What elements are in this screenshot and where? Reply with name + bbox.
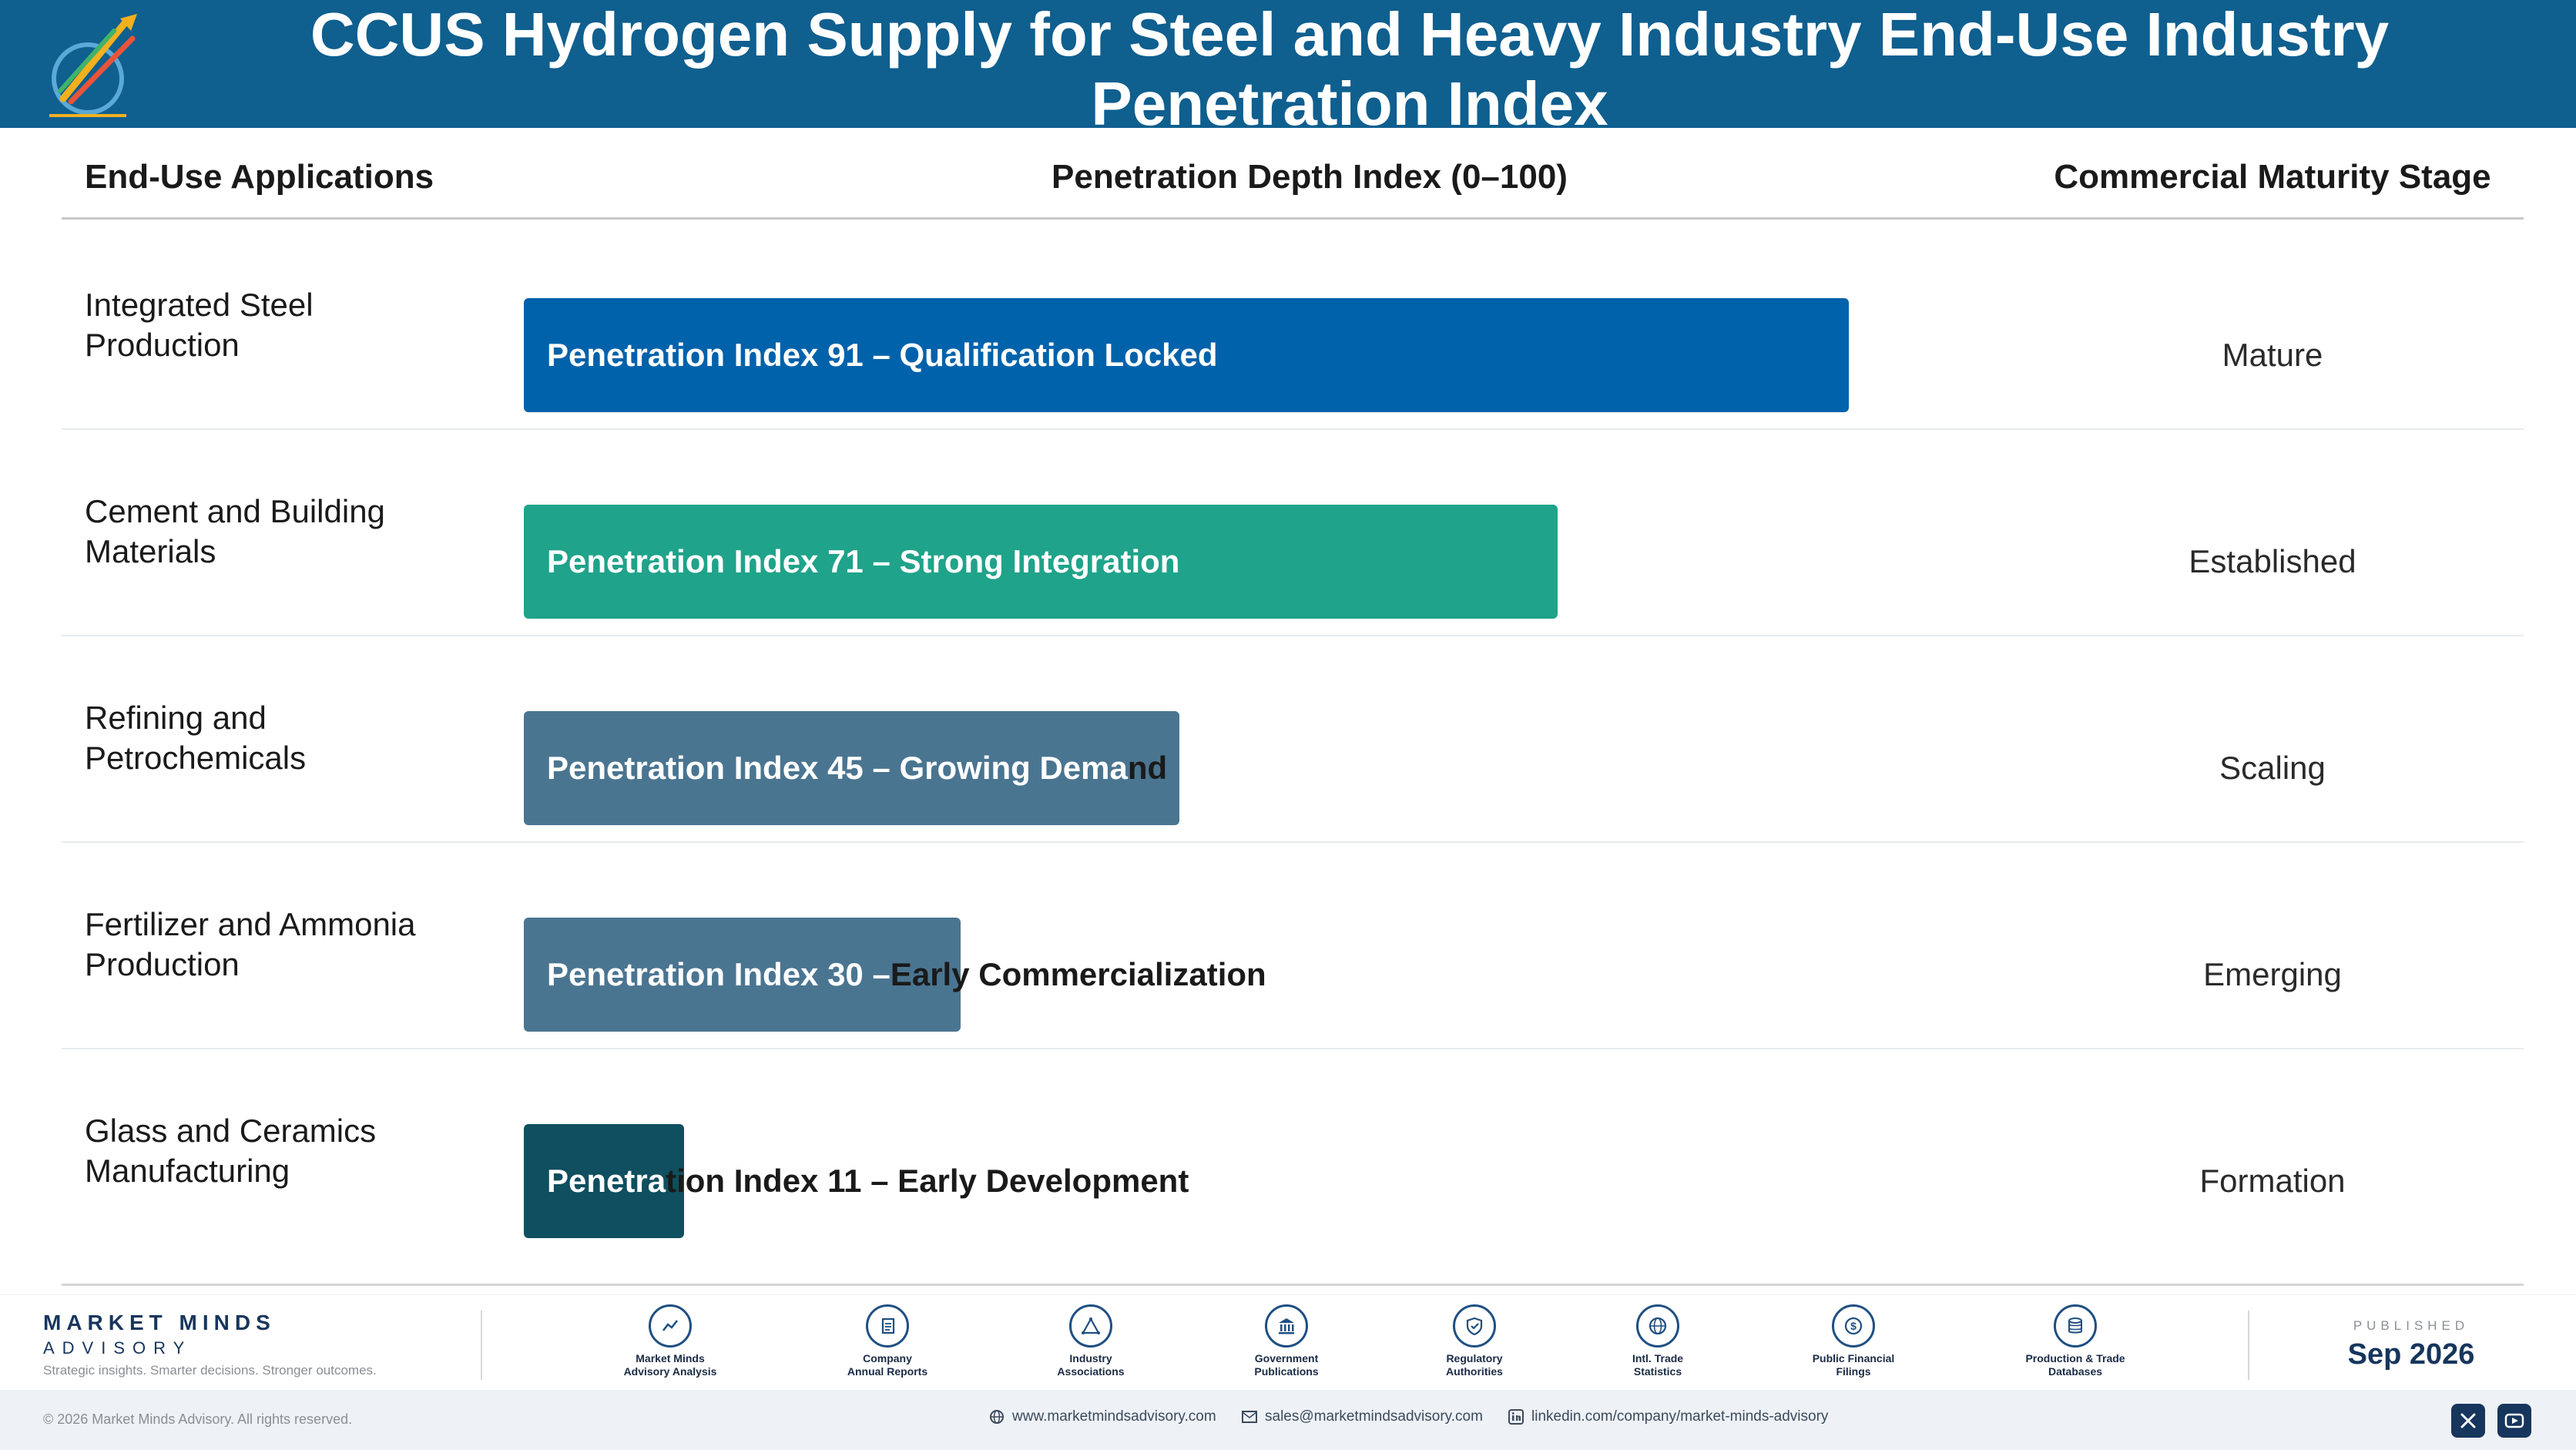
table-row: Cement and Building Materials Penetration… (62, 428, 2524, 635)
linkedin-text: linkedin.com/company/market-minds-adviso… (1531, 1408, 1829, 1425)
company-logo (49, 14, 137, 117)
footer-divider-right (2248, 1311, 2249, 1380)
table-row: Glass and Ceramics Manufacturing Penetra t… (62, 1048, 2524, 1254)
source-item: Company Annual Reports (810, 1304, 964, 1378)
linkedin-icon (1508, 1409, 1524, 1425)
source-label: Regulatory Authorities (1446, 1352, 1503, 1378)
dollar-coin-icon: $ (1832, 1304, 1875, 1348)
chart-line-icon (649, 1304, 692, 1348)
category-label: Fertilizer and Ammonia Production (85, 906, 416, 982)
mail-icon (1242, 1411, 1257, 1423)
copyright-text: © 2026 Market Minds Advisory. All rights… (43, 1411, 353, 1427)
maturity-stage: Emerging (2203, 956, 2342, 992)
column-header-applications: End-Use Applications (85, 158, 434, 196)
bar-data-label: Penetra tion Index 11 – Early Development (547, 1163, 1189, 1199)
page-title: CCUS Hydrogen Supply for Steel and Heavy… (310, 0, 2390, 138)
youtube-social-button[interactable] (2497, 1404, 2531, 1438)
globe-icon (1636, 1304, 1679, 1348)
x-logo-icon (2460, 1413, 2476, 1428)
header-banner: CCUS Hydrogen Supply for Steel and Heavy… (0, 0, 2576, 138)
bottom-bar: © 2026 Market Minds Advisory. All rights… (0, 1390, 2576, 1450)
email-link[interactable]: sales@marketmindsadvisory.com (1242, 1408, 1483, 1425)
brand-tagline: Strategic insights. Smarter decisions. S… (43, 1363, 377, 1378)
category-label: Integrated Steel Production (85, 287, 314, 363)
category-label: Glass and Ceramics Manufacturing (85, 1113, 377, 1189)
category-label: Cement and Building Materials (85, 493, 385, 569)
database-icon (2054, 1304, 2097, 1348)
document-icon (866, 1304, 909, 1348)
table-row: Integrated Steel Production Penetration I… (62, 222, 2524, 428)
network-icon (1069, 1304, 1112, 1348)
email-text: sales@marketmindsadvisory.com (1265, 1408, 1483, 1425)
column-header-index: Penetration Depth Index (0–100) (1052, 158, 1568, 196)
bar (524, 298, 1849, 412)
linkedin-link[interactable]: linkedin.com/company/market-minds-adviso… (1508, 1408, 1828, 1425)
column-header-stage: Commercial Maturity Stage (2054, 158, 2491, 196)
bar-data-label: Penetration Index 71 – Strong Integratio… (547, 543, 1180, 579)
category-label: Refining and Petrochemicals (85, 700, 307, 776)
published-date: Sep 2026 (2347, 1338, 2475, 1371)
x-social-button[interactable] (2451, 1404, 2485, 1438)
bar-data-label: Penetration Index 91 – Qualification Loc… (547, 337, 1218, 373)
bar (524, 711, 1179, 825)
bar-data-label: Penetration Index 30 – Early Commerciali… (547, 956, 1266, 992)
svg-text:$: $ (1850, 1320, 1857, 1332)
footer: MARKET MINDS ADVISORY Strategic insights… (0, 1294, 2576, 1390)
header-divider (62, 217, 2524, 220)
source-label: Public Financial Filings (1812, 1352, 1895, 1378)
row-divider (62, 1048, 2524, 1049)
brand-name: MARKET MINDS (43, 1311, 276, 1334)
website-link[interactable]: www.marketmindsadvisory.com (989, 1408, 1216, 1425)
brand-subtitle: ADVISORY (43, 1338, 193, 1358)
source-item: Government Publications (1209, 1304, 1363, 1378)
bar (524, 505, 1558, 619)
footer-divider-left (481, 1311, 482, 1380)
source-label: Industry Associations (1057, 1352, 1125, 1378)
maturity-stage: Formation (2199, 1163, 2346, 1199)
source-item: Regulatory Authorities (1397, 1304, 1551, 1378)
play-video-icon (2504, 1413, 2524, 1428)
row-divider (62, 635, 2524, 636)
bar-data-label: Penetration Index 45 – Growing Dema nd (547, 750, 1168, 786)
source-item: Market Minds Advisory Analysis (593, 1304, 747, 1378)
row-divider (62, 428, 2524, 430)
source-label: Market Minds Advisory Analysis (623, 1352, 717, 1378)
maturity-stage: Established (2189, 543, 2356, 579)
shield-check-icon (1453, 1304, 1496, 1348)
globe-icon (990, 1410, 1004, 1424)
source-label: Production & Trade Databases (2025, 1352, 2125, 1378)
source-item: Production & Trade Databases (1998, 1304, 2152, 1378)
bar (524, 918, 961, 1032)
maturity-stage: Mature (2222, 337, 2323, 373)
source-item: Intl. Trade Statistics (1581, 1304, 1735, 1378)
government-building-icon (1265, 1304, 1308, 1348)
source-item: Industry Associations (1014, 1304, 1168, 1378)
bar (524, 1124, 684, 1238)
published-label: PUBLISHED (2353, 1318, 2470, 1333)
row-divider (62, 841, 2524, 843)
source-label: Intl. Trade Statistics (1632, 1352, 1684, 1378)
source-label: Company Annual Reports (847, 1352, 928, 1378)
maturity-stage: Scaling (2219, 750, 2326, 786)
source-item: $ Public Financial Filings (1776, 1304, 1930, 1378)
table-row: Refining and Petrochemicals Penetration I… (62, 635, 2524, 841)
source-label: Government Publications (1254, 1352, 1319, 1378)
table-bottom-divider (62, 1284, 2524, 1286)
table-row: Fertilizer and Ammonia Production Penetra… (62, 841, 2524, 1048)
website-text: www.marketmindsadvisory.com (1012, 1408, 1216, 1425)
